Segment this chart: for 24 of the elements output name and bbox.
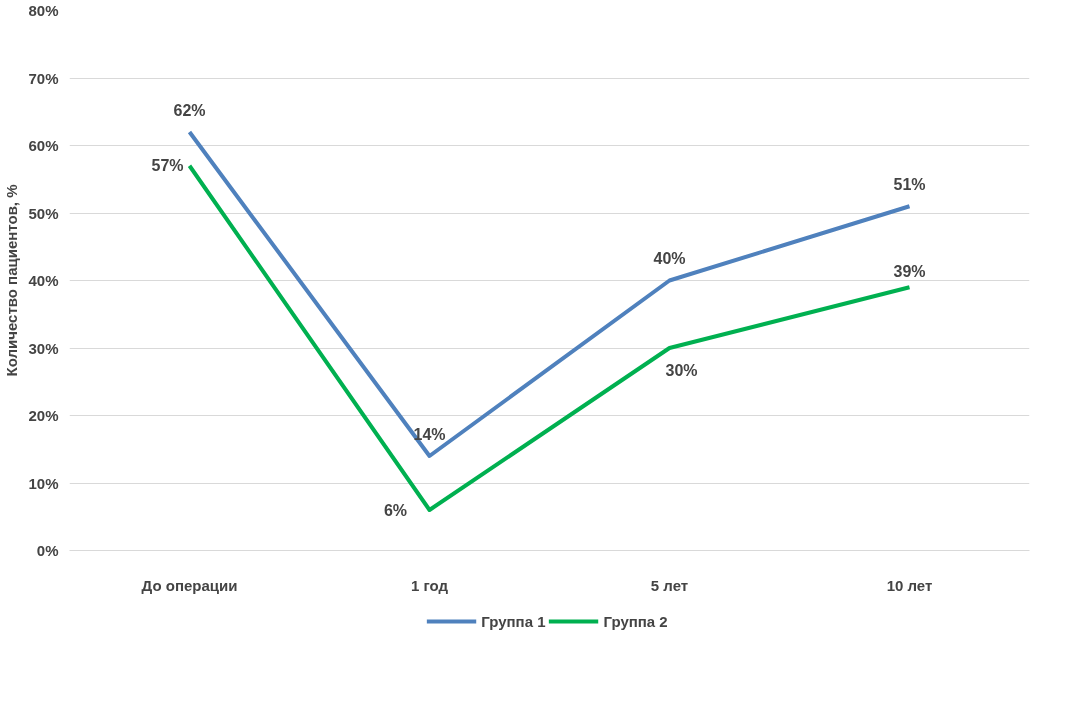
data-label: 62% bbox=[173, 101, 206, 119]
x-tick-label: 5 лет bbox=[650, 576, 689, 594]
y-axis-title: Количество пациентов, % bbox=[3, 184, 21, 377]
data-label: 40% bbox=[653, 250, 686, 267]
y-tick-label: 20% bbox=[28, 407, 59, 424]
y-tick-label: 40% bbox=[28, 272, 59, 289]
data-label: 14% bbox=[413, 425, 446, 443]
x-tick-label: 1 год bbox=[410, 576, 449, 594]
y-tick-label: 80% bbox=[28, 2, 59, 19]
data-label: 39% bbox=[893, 262, 926, 280]
y-tick-label: 30% bbox=[28, 339, 59, 357]
data-label: 30% bbox=[665, 361, 698, 379]
y-tick-label: 0% bbox=[36, 542, 59, 559]
legend-label: Группа 2 bbox=[603, 611, 668, 631]
data-label: 6% bbox=[383, 501, 408, 519]
data-label: 51% bbox=[893, 175, 926, 193]
legend-label: Группа 1 bbox=[481, 611, 546, 631]
y-tick-label: 70% bbox=[28, 69, 59, 87]
x-tick-label: 10 лет bbox=[886, 576, 933, 594]
x-tick-label: До операции bbox=[141, 576, 238, 594]
y-tick-label: 50% bbox=[28, 204, 59, 222]
y-tick-label: 60% bbox=[28, 137, 59, 154]
y-tick-label: 10% bbox=[28, 474, 59, 492]
data-label: 57% bbox=[151, 157, 184, 175]
